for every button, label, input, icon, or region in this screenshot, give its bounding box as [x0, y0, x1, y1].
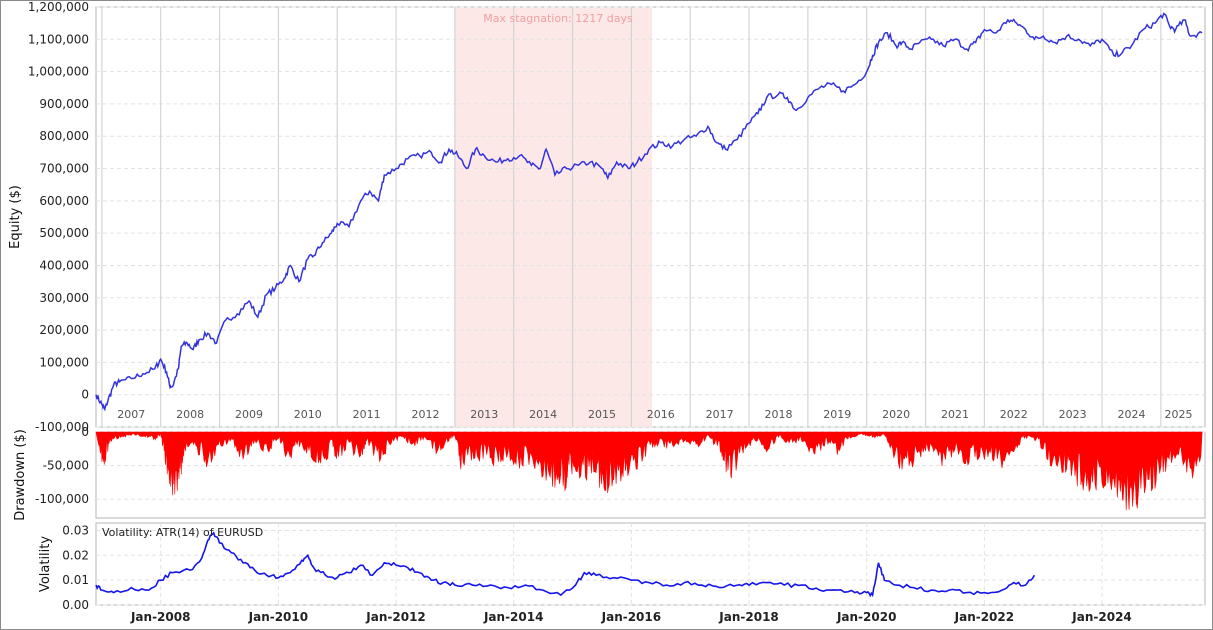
stagnation-region [454, 8, 652, 427]
year-label: 2023 [1059, 408, 1087, 421]
equity-y-tick: 600,000 [39, 194, 89, 208]
year-label: 2008 [176, 408, 204, 421]
stagnation-annotation: Max stagnation: 1217 days [483, 12, 633, 25]
equity-y-tick: 700,000 [39, 162, 89, 176]
date-x-tick: Jan-2020 [836, 610, 896, 624]
year-label: 2016 [647, 408, 675, 421]
drawdown-y-tick: 0 [81, 425, 89, 439]
year-label: 2019 [823, 408, 851, 421]
equity-y-tick: -100,000 [35, 420, 89, 434]
drawdown-plot-area [95, 431, 1206, 519]
stagnation-band [454, 8, 652, 427]
equity-y-tick: 900,000 [39, 97, 89, 111]
volatility-y-tick-labels: 0.03 0.02 0.01 0.00 [62, 523, 89, 612]
year-label: 2021 [941, 408, 969, 421]
drawdown-y-tick: -100,000 [35, 492, 89, 506]
year-label: 2017 [706, 408, 734, 421]
drawdown-y-tick-labels: 0 -50,000 -100,000 [35, 425, 89, 506]
equity-year-labels: 2007 2008 2009 2010 2011 2012 2013 2014 2015 2016… [117, 408, 1192, 421]
equity-y-tick: 0 [81, 388, 89, 402]
volatility-series-label: Volatility: ATR(14) of EURUSD [102, 526, 263, 539]
volatility-line [95, 531, 1036, 598]
year-label: 2018 [764, 408, 792, 421]
drawdown-y-tick: -50,000 [43, 459, 89, 473]
date-x-tick: Jan-2018 [718, 610, 778, 624]
equity-y-tick: 1,200,000 [28, 1, 89, 14]
year-label: 2011 [353, 408, 381, 421]
date-x-tick: Jan-2016 [601, 610, 661, 624]
year-label: 2025 [1165, 408, 1193, 421]
equity-y-tick: 800,000 [39, 129, 89, 143]
year-label: 2013 [470, 408, 498, 421]
equity-y-tick: 200,000 [39, 323, 89, 337]
equity-gridlines [96, 6, 1205, 428]
date-x-tick: Jan-2012 [365, 610, 425, 624]
date-x-tick: Jan-2024 [1071, 610, 1131, 624]
equity-y-tick: 100,000 [39, 355, 89, 369]
equity-y-tick-labels: 1,200,000 1,100,000 1,000,000 900,000 800,00… [28, 1, 89, 434]
equity-series [95, 12, 1203, 412]
volatility-y-axis-label: Volatility [38, 536, 53, 592]
volatility-plot-area [95, 522, 1206, 606]
date-x-tick: Jan-2014 [483, 610, 543, 624]
equity-y-tick: 300,000 [39, 291, 89, 305]
year-label: 2022 [1000, 408, 1028, 421]
equity-line [95, 12, 1203, 412]
year-label: 2024 [1117, 408, 1145, 421]
date-x-tick: Jan-2022 [954, 610, 1014, 624]
volatility-gridlines [96, 523, 1205, 606]
drawdown-y-axis-label: Drawdown ($) [13, 429, 28, 521]
date-x-tick: Jan-2010 [248, 610, 308, 624]
drawdown-area [95, 431, 1203, 511]
year-label: 2015 [588, 408, 616, 421]
volatility-y-tick: 0.01 [62, 573, 89, 587]
date-x-tick: Jan-2008 [130, 610, 190, 624]
volatility-y-tick: 0.00 [62, 598, 89, 612]
year-label: 2010 [294, 408, 322, 421]
year-label: 2009 [235, 408, 263, 421]
volatility-y-tick: 0.03 [62, 523, 89, 537]
equity-y-tick: 500,000 [39, 226, 89, 240]
equity-y-tick: 400,000 [39, 258, 89, 272]
date-x-tick-labels: Jan-2008 Jan-2010 Jan-2012 Jan-2014 Jan-2016… [130, 610, 1132, 624]
year-label: 2020 [882, 408, 910, 421]
equity-y-axis-label: Equity ($) [8, 185, 23, 249]
volatility-y-tick: 0.02 [62, 548, 89, 562]
year-label: 2007 [117, 408, 145, 421]
year-label: 2012 [411, 408, 439, 421]
year-label: 2014 [529, 408, 557, 421]
volatility-series [95, 531, 1036, 598]
drawdown-series [95, 431, 1203, 511]
equity-y-tick: 1,000,000 [28, 65, 89, 79]
equity-y-tick: 1,100,000 [28, 32, 89, 46]
